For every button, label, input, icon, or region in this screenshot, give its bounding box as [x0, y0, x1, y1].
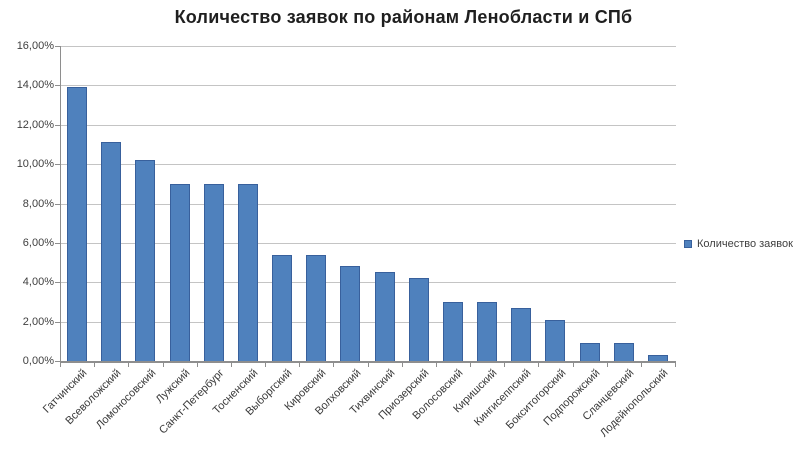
bar-14 [545, 320, 565, 361]
legend: Количество заявок [684, 238, 793, 250]
x-axis-tick [197, 363, 198, 367]
gridline [61, 322, 676, 323]
gridline [61, 204, 676, 205]
bar-5 [238, 184, 258, 361]
bar-16 [614, 343, 634, 361]
legend-marker-icon [684, 240, 692, 248]
bar-4 [204, 184, 224, 361]
chart-title: Количество заявок по районам Ленобласти … [174, 7, 633, 27]
bar-0 [67, 87, 87, 361]
x-axis-tick [333, 363, 334, 367]
y-axis-tick-label: 12,00% [16, 119, 54, 131]
gridline [61, 85, 676, 86]
bar-12 [477, 302, 497, 361]
bar-17 [648, 355, 668, 361]
y-axis-tick-label: 0,00% [22, 355, 54, 367]
x-axis-tick [60, 363, 61, 367]
y-axis-tick-label: 10,00% [16, 158, 54, 170]
x-axis-line [60, 361, 676, 363]
bar-15 [580, 343, 600, 361]
bar-2 [135, 160, 155, 361]
bar-3 [170, 184, 190, 361]
x-axis-tick [538, 363, 539, 367]
legend-label: Количество заявок [697, 238, 793, 250]
x-axis-tick [675, 363, 676, 367]
bar-10 [409, 278, 429, 361]
x-axis-tick [641, 363, 642, 367]
x-axis-tick [504, 363, 505, 367]
x-axis-tick [470, 363, 471, 367]
bar-7 [306, 255, 326, 361]
bar-1 [101, 142, 121, 361]
y-axis-tick-label: 6,00% [22, 237, 54, 249]
y-axis-tick [55, 243, 60, 244]
y-axis-line [60, 46, 61, 363]
y-axis-tick [55, 322, 60, 323]
y-axis-tick [55, 361, 60, 362]
y-axis-tick [55, 46, 60, 47]
y-axis-tick [55, 164, 60, 165]
y-axis-tick-label: 2,00% [22, 316, 54, 328]
x-axis-tick [265, 363, 266, 367]
x-axis-tick [607, 363, 608, 367]
gridline [61, 164, 676, 165]
y-axis-tick [55, 125, 60, 126]
y-axis-tick-label: 14,00% [16, 79, 54, 91]
y-axis-tick-label: 8,00% [22, 198, 54, 210]
y-axis-tick [55, 204, 60, 205]
gridline [61, 125, 676, 126]
bar-13 [511, 308, 531, 361]
gridline [61, 282, 676, 283]
x-axis-tick [128, 363, 129, 367]
bar-9 [375, 272, 395, 361]
gridline [61, 243, 676, 244]
x-axis-tick [436, 363, 437, 367]
y-axis-tick [55, 85, 60, 86]
y-axis-tick-label: 4,00% [22, 276, 54, 288]
x-axis-tick [402, 363, 403, 367]
x-axis-tick [368, 363, 369, 367]
bar-11 [443, 302, 463, 361]
y-axis-tick-label: 16,00% [16, 40, 54, 52]
x-axis-tick [299, 363, 300, 367]
bar-8 [340, 266, 360, 361]
x-axis-tick [573, 363, 574, 367]
bar-6 [272, 255, 292, 361]
x-axis-tick [94, 363, 95, 367]
x-axis-tick [231, 363, 232, 367]
gridline [61, 46, 676, 47]
y-axis-tick [55, 282, 60, 283]
x-axis-tick [163, 363, 164, 367]
